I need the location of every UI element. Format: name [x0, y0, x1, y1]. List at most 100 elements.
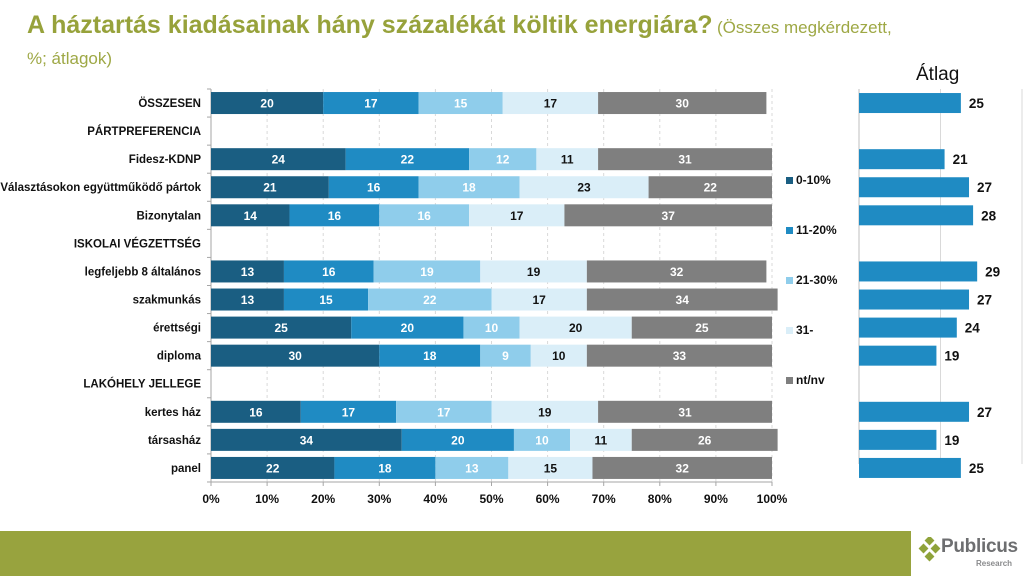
bar-value-label: 16 [249, 405, 263, 419]
bar-segment [586, 288, 778, 311]
avg-bar [859, 149, 945, 170]
bar-value-label: 30 [288, 349, 302, 363]
bar-segment [373, 260, 481, 283]
bar-value-label: 12 [496, 153, 510, 167]
bar-value-label: 16 [367, 181, 381, 195]
avg-bar [859, 429, 937, 450]
bar-value-label: 11 [561, 153, 574, 167]
bar-segment [469, 204, 565, 227]
bar-value-label: 9 [502, 349, 509, 363]
bar-segment [379, 204, 470, 227]
bar-value-label: 18 [423, 349, 437, 363]
bar-segment [598, 92, 767, 115]
x-tick-label: 20% [311, 492, 335, 506]
bar-segment [564, 204, 772, 227]
avg-value-label: 29 [985, 264, 1000, 279]
x-tick-label: 0% [202, 492, 220, 506]
bar-segment [323, 92, 419, 115]
legend-swatch [786, 327, 793, 334]
avg-value-label: 25 [969, 461, 985, 476]
bar-segment [631, 428, 778, 451]
avg-value-label: 25 [969, 96, 985, 111]
bar-segment [631, 316, 772, 339]
bar-value-label: 19 [538, 405, 552, 419]
bar-value-label: 22 [423, 293, 437, 307]
bar-segment [211, 316, 352, 339]
bar-value-label: 15 [454, 97, 468, 111]
legend-swatch [786, 177, 793, 184]
bar-segment [211, 148, 346, 171]
bar-value-label: 34 [676, 293, 690, 307]
bar-value-label: 11 [595, 433, 608, 447]
chart-title-sub: (Összes megkérdezett, %; átlagok) [27, 18, 892, 68]
bar-value-label: 25 [274, 321, 288, 335]
bar-value-label: 19 [420, 265, 434, 279]
category-label: szakmunkás [133, 295, 201, 307]
bar-segment [368, 288, 492, 311]
bar-value-label: 17 [510, 209, 524, 223]
avg-value-label: 21 [953, 152, 969, 167]
x-tick-label: 70% [592, 492, 616, 506]
bar-segment [530, 344, 587, 367]
avg-value-label: 24 [965, 321, 981, 336]
avg-bar [859, 205, 974, 226]
publicus-logo: Publicus Research [918, 533, 1024, 573]
bar-segment [491, 400, 599, 423]
bar-value-label: 14 [244, 209, 258, 223]
average-bar-chart: 25 21 27 28 29 27 24 19 27 19 25 [858, 89, 1023, 478]
bar-segment [480, 260, 587, 283]
category-label: legfeljebb 8 általános [85, 266, 201, 278]
bar-value-label: 31 [678, 405, 692, 419]
bar-value-label: 19 [527, 265, 541, 279]
category-label: ÖSSZESEN [138, 97, 201, 110]
bar-value-label: 37 [662, 209, 676, 223]
avg-bar [859, 317, 957, 338]
bar-segment [283, 260, 374, 283]
legend-swatch [786, 377, 793, 384]
bar-value-label: 16 [328, 209, 342, 223]
bar-value-label: 25 [695, 321, 709, 335]
legend-label: 31- [796, 323, 813, 337]
avg-value-label: 27 [977, 180, 992, 195]
bar-segment [536, 148, 599, 171]
bar-segment [418, 92, 503, 115]
bar-value-label: 16 [322, 265, 336, 279]
bar-value-label: 31 [678, 153, 692, 167]
logo-text: Publicus [941, 536, 1018, 557]
x-tick-label: 100% [757, 492, 788, 506]
bar-value-label: 17 [544, 97, 558, 111]
avg-bar [859, 261, 978, 282]
bar-value-label: 32 [676, 461, 690, 475]
x-tick-label: 80% [648, 492, 672, 506]
bar-segment [334, 456, 436, 479]
bar-value-label: 16 [418, 209, 432, 223]
bar-segment [211, 176, 329, 199]
average-chart-title: Átlag [916, 64, 960, 85]
category-label: Választásokon együttműködő pártok [0, 182, 201, 194]
bar-segment [401, 428, 514, 451]
bar-segment [300, 400, 397, 423]
bar-segment [586, 344, 772, 367]
bar-value-label: 22 [401, 153, 415, 167]
bar-segment [435, 456, 509, 479]
category-label: kertes ház [145, 407, 202, 419]
category-label: társasház [148, 435, 201, 447]
bar-value-label: 21 [263, 181, 277, 195]
bar-segment [592, 456, 772, 479]
bar-segment [351, 316, 464, 339]
category-header: PÁRTPREFERENCIA [87, 125, 201, 138]
chart-title: A háztartás kiadásainak hány százalékát … [27, 10, 907, 75]
bar-segment [328, 176, 419, 199]
bar-segment [586, 260, 767, 283]
bar-value-label: 30 [676, 97, 690, 111]
category-label: Bizonytalan [136, 210, 201, 222]
bar-value-label: 17 [437, 405, 451, 419]
bar-segment [463, 316, 520, 339]
bar-value-label: 15 [319, 293, 333, 307]
bar-segment [211, 428, 402, 451]
legend-label: 21-30% [796, 273, 838, 287]
bar-segment [379, 344, 481, 367]
x-tick-label: 30% [367, 492, 391, 506]
bar-value-label: 20 [401, 321, 415, 335]
bar-segment [519, 176, 649, 199]
